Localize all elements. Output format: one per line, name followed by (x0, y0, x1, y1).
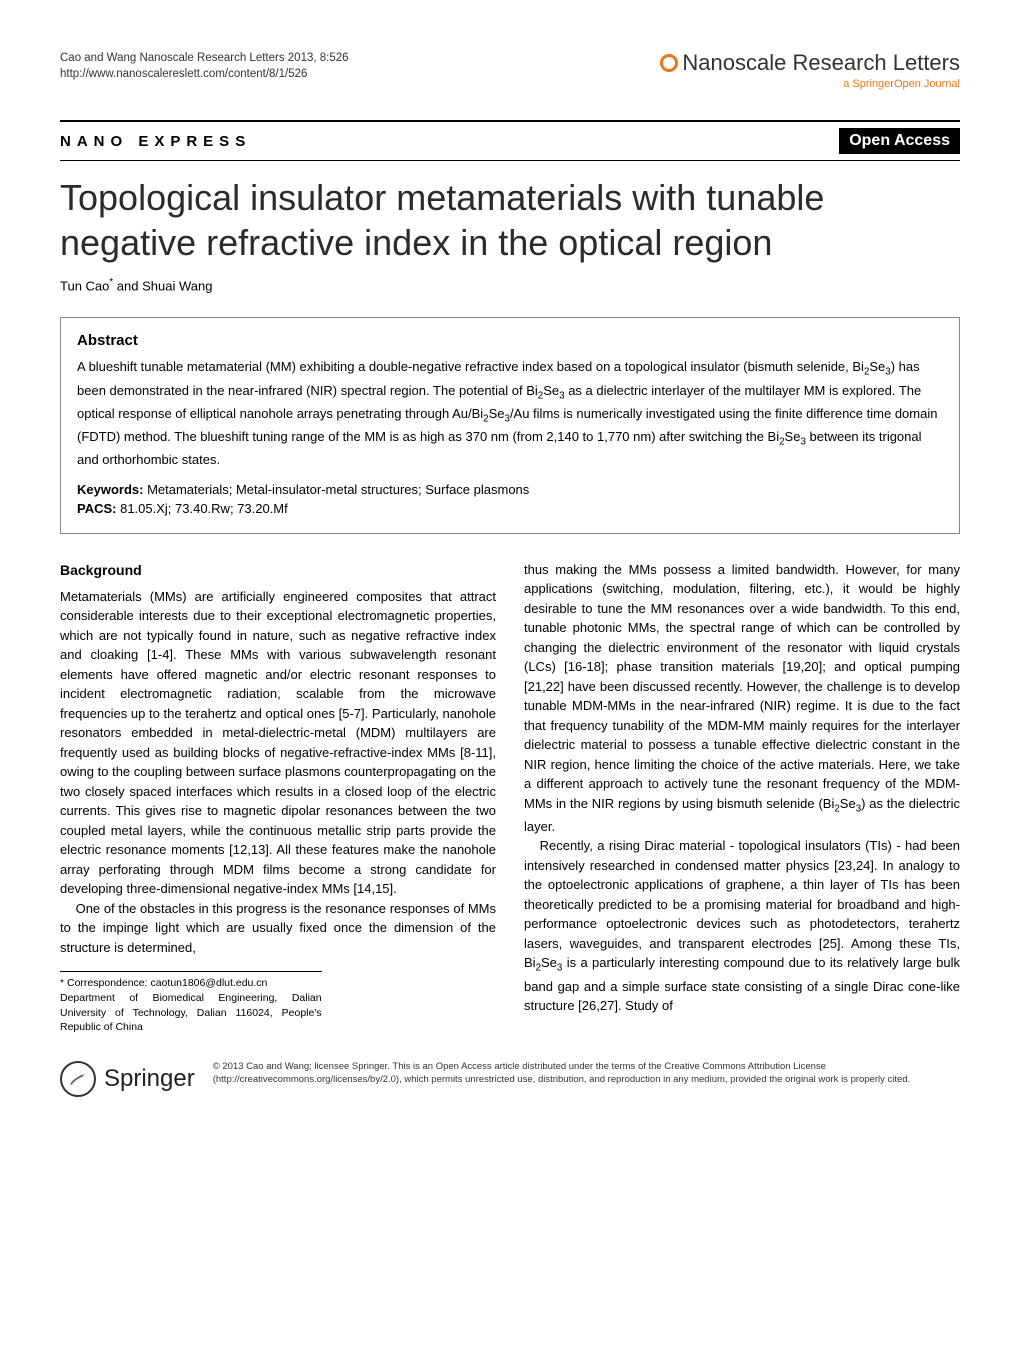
right-column: thus making the MMs possess a limited ba… (524, 560, 960, 1035)
journal-name-text: Nanoscale Research Letters (682, 50, 960, 75)
keywords-line: Keywords: Metamaterials; Metal-insulator… (77, 480, 943, 500)
keywords-label: Keywords: (77, 482, 143, 497)
journal-ring-icon (660, 54, 678, 72)
body-columns: Background Metamaterials (MMs) are artif… (60, 560, 960, 1035)
citation-block: Cao and Wang Nanoscale Research Letters … (60, 50, 349, 82)
journal-logo: Nanoscale Research Letters a SpringerOpe… (660, 50, 960, 90)
left-column: Background Metamaterials (MMs) are artif… (60, 560, 496, 1035)
article-url: http://www.nanoscalereslett.com/content/… (60, 66, 349, 82)
body-para-2: One of the obstacles in this progress is… (60, 899, 496, 958)
pacs-line: PACS: 81.05.Xj; 73.40.Rw; 73.20.Mf (77, 499, 943, 519)
page-footer: Springer © 2013 Cao and Wang; licensee S… (60, 1061, 960, 1097)
journal-subtitle: a SpringerOpen Journal (660, 78, 960, 90)
pacs-label: PACS: (77, 501, 116, 516)
keywords-text: Metamaterials; Metal-insulator-metal str… (143, 482, 529, 497)
footnotes: * Correspondence: caotun1806@dlut.edu.cn… (60, 971, 322, 1035)
journal-name: Nanoscale Research Letters (660, 50, 960, 76)
authors: Tun Cao* and Shuai Wang (60, 277, 960, 293)
springer-horse-icon (60, 1061, 96, 1097)
open-access-badge: Open Access (839, 128, 960, 154)
springer-text: Springer (104, 1065, 195, 1093)
abstract-heading: Abstract (77, 332, 943, 349)
citation-text: Cao and Wang Nanoscale Research Letters … (60, 50, 349, 66)
pacs-text: 81.05.Xj; 73.40.Rw; 73.20.Mf (116, 501, 287, 516)
abstract-box: Abstract A blueshift tunable metamateria… (60, 317, 960, 533)
body-para-1: Metamaterials (MMs) are artificially eng… (60, 587, 496, 899)
article-title: Topological insulator metamaterials with… (60, 175, 960, 265)
abstract-text: A blueshift tunable metamaterial (MM) ex… (77, 357, 943, 469)
affiliation: Department of Biomedical Engineering, Da… (60, 991, 322, 1035)
background-heading: Background (60, 560, 496, 581)
body-para-3: thus making the MMs possess a limited ba… (524, 560, 960, 837)
section-label: NANO EXPRESS (60, 133, 251, 150)
springer-logo: Springer (60, 1061, 195, 1097)
license-text: © 2013 Cao and Wang; licensee Springer. … (213, 1061, 960, 1087)
page-header: Cao and Wang Nanoscale Research Letters … (60, 50, 960, 90)
body-para-4: Recently, a rising Dirac material - topo… (524, 836, 960, 1015)
correspondence: * Correspondence: caotun1806@dlut.edu.cn (60, 976, 322, 991)
section-bar: NANO EXPRESS Open Access (60, 120, 960, 161)
